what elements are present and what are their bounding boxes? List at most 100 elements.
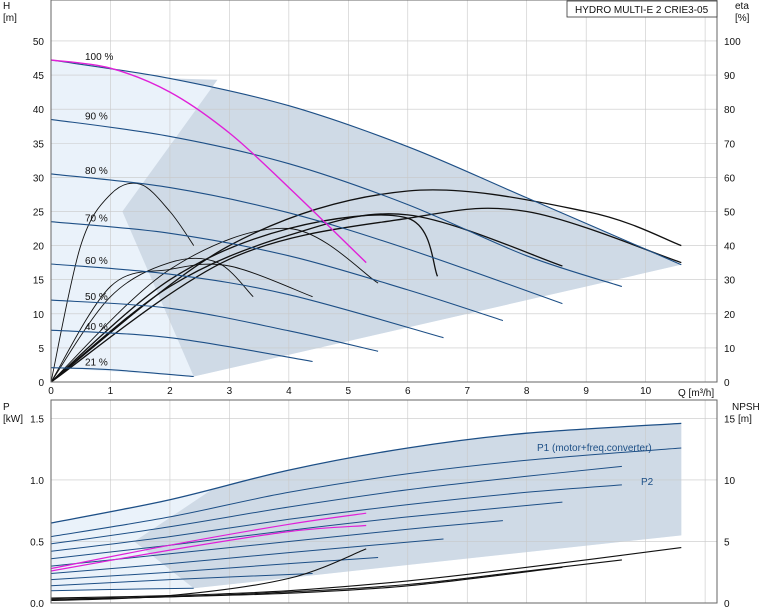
efficiency-curve <box>50 227 379 383</box>
speed-label: 21 % <box>85 358 108 369</box>
y-axis-label-p: P <box>3 402 10 413</box>
y2-tick-label: 100 <box>724 37 741 48</box>
y2-axis-label-npsh: NPSH <box>732 402 760 413</box>
y2-tick-label: 80 <box>724 105 736 116</box>
x-tick-label: 3 <box>227 386 233 397</box>
operating-area <box>51 60 682 377</box>
y-tick-label: 1.5 <box>30 414 44 425</box>
y2-tick-label: 30 <box>724 276 736 287</box>
y-tick-label: 35 <box>33 139 45 150</box>
speed-curve <box>50 367 194 378</box>
power-curve <box>50 501 563 560</box>
head-panel: 0 1 2 3 4 5 6 7 8 9 100510152025303540455001020304… <box>33 0 741 397</box>
y-tick-label: 0 <box>38 378 44 389</box>
speed-curve <box>50 329 313 363</box>
power-curve <box>50 465 622 545</box>
speed-label: 60 % <box>85 256 108 267</box>
y-tick-label: 30 <box>33 173 45 184</box>
npsh-curve <box>50 548 367 602</box>
head-curves <box>50 59 682 383</box>
series-label-p2: P2 <box>641 477 654 488</box>
efficiency-curve <box>50 182 195 383</box>
y2-tick-label: 5 <box>724 537 730 548</box>
y2-tick-label: 15 <box>724 414 736 425</box>
y-tick-label: 15 <box>33 276 45 287</box>
power-system-curve <box>50 512 367 570</box>
y2-tick-label: 60 <box>724 173 736 184</box>
power-curve <box>50 538 444 574</box>
y2-tick-label: 70 <box>724 139 736 150</box>
speed-labels: 100 % 90 % 80 % 70 % 60 % 50 % 40 % 21 % <box>85 52 113 369</box>
system-curve <box>50 59 367 264</box>
y-tick-label: 1.0 <box>30 476 44 487</box>
speed-label: 80 % <box>85 166 108 177</box>
power-curve <box>50 484 622 552</box>
y-axis-unit-h: [m] <box>3 13 17 24</box>
head-axis-ticks: 0 1 2 3 4 5 6 7 8 9 100510152025303540455001020304… <box>33 37 741 397</box>
power-system-curve <box>50 524 367 572</box>
x-tick-label: 0 <box>48 386 54 397</box>
x-tick-label: 9 <box>583 386 589 397</box>
y2-axis-unit-npsh: [m] <box>738 414 752 425</box>
speed-curve <box>50 299 379 352</box>
y2-tick-label: 0 <box>724 599 730 610</box>
power-curve <box>50 520 503 567</box>
y2-tick-label: 10 <box>724 344 736 355</box>
speed-label: 70 % <box>85 214 108 225</box>
y-tick-label: 50 <box>33 37 45 48</box>
speed-label: 40 % <box>85 322 108 333</box>
y-tick-label: 40 <box>33 105 45 116</box>
efficiency-curve <box>50 189 682 383</box>
x-axis-label: Q [m³/h] <box>678 388 714 399</box>
y2-tick-label: 20 <box>724 310 736 321</box>
y2-tick-label: 0 <box>724 378 730 389</box>
speed-label: 100 % <box>85 52 113 63</box>
power-curve <box>50 447 682 538</box>
y-tick-label: 10 <box>33 310 45 321</box>
speed-curve <box>50 263 444 339</box>
power-curve <box>50 422 682 524</box>
y2-axis-unit-eta: [%] <box>735 13 750 24</box>
power-curve <box>50 557 379 581</box>
x-tick-label: 10 <box>640 386 652 397</box>
speed-label: 90 % <box>85 111 108 122</box>
power-curve <box>50 587 194 592</box>
speed-curve <box>50 59 682 266</box>
power-curve <box>50 573 313 587</box>
speed-curve <box>50 118 623 288</box>
head-plot-frame <box>50 0 718 383</box>
y2-tick-label: 90 <box>724 71 736 82</box>
speed-curve <box>50 221 504 322</box>
x-tick-label: 6 <box>405 386 411 397</box>
series-label-p1: P1 (motor+freq.converter) <box>537 443 652 454</box>
speed-curve <box>50 173 563 305</box>
efficiency-curve <box>50 257 254 383</box>
efficiency-curve <box>50 214 439 383</box>
x-tick-label: 7 <box>464 386 470 397</box>
x-tick-label: 1 <box>108 386 114 397</box>
speed-label: 50 % <box>85 292 108 303</box>
title-box <box>566 0 718 18</box>
power-panel: 0.0 0.5 1.0 1.5 0 5 10 15 <box>30 399 736 610</box>
y-tick-label: 20 <box>33 242 45 253</box>
y2-tick-label: 10 <box>724 476 736 487</box>
y-tick-label: 45 <box>33 71 45 82</box>
x-tick-label: 2 <box>167 386 173 397</box>
power-plot-frame <box>50 399 718 604</box>
y2-tick-label: 40 <box>724 242 736 253</box>
y2-axis-label-eta: eta <box>735 1 749 12</box>
x-tick-label: 4 <box>286 386 292 397</box>
x-tick-label: 8 <box>524 386 530 397</box>
y-tick-label: 0.5 <box>30 537 44 548</box>
x-tick-label: 5 <box>346 386 352 397</box>
area-dark <box>122 78 682 377</box>
y-tick-label: 5 <box>38 344 44 355</box>
y-tick-label: 25 <box>33 207 45 218</box>
y2-tick-label: 50 <box>724 207 736 218</box>
y-axis-label-h: H <box>3 1 10 12</box>
y-tick-label: 0.0 <box>30 599 44 610</box>
power-axis-ticks: 0.0 0.5 1.0 1.5 0 5 10 15 <box>30 414 735 610</box>
power-curves <box>50 422 682 602</box>
chart-title: HYDRO MULTI-E 2 CRIE3-05 <box>575 5 709 16</box>
